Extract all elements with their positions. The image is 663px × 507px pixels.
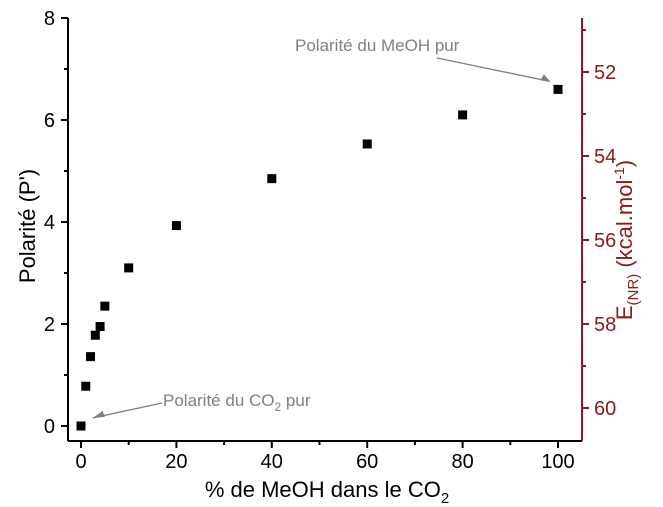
x-tick-label: 60 xyxy=(356,451,378,473)
y-tick-label: 4 xyxy=(44,212,55,234)
data-point xyxy=(362,139,372,149)
data-point xyxy=(81,381,91,391)
x-axis-label: % de MeOH dans le CO2 xyxy=(205,477,449,507)
y2-axis-label-superscript: -1 xyxy=(611,167,627,180)
x-tick-label: 100 xyxy=(541,451,574,473)
annotation-co2-main: Polarité du CO xyxy=(163,391,275,410)
x-tick-label: 40 xyxy=(261,451,283,473)
x-axis-label-main: % de MeOH dans le CO xyxy=(205,477,441,502)
annotation-co2-label: Polarité du CO2 pur xyxy=(163,391,311,414)
x-tick-label: 0 xyxy=(75,451,86,473)
y2-axis-label-main: E xyxy=(612,305,637,320)
y2-axis-label-close: ) xyxy=(612,160,637,167)
data-point xyxy=(86,352,96,362)
y2-tick-label: 56 xyxy=(594,230,616,252)
axes-group xyxy=(67,18,583,442)
data-point xyxy=(553,84,563,94)
y-tick-label: 2 xyxy=(44,314,55,336)
data-point xyxy=(171,221,181,231)
data-point xyxy=(76,421,86,431)
annotation-co2-tail: pur xyxy=(281,391,311,410)
data-point xyxy=(95,322,105,332)
ticks-group: 0 20 40 60 80 100 0 2 4 6 8 52 54 56 58 60 xyxy=(44,8,616,473)
y2-axis-label: E(NR) (kcal.mol-1) xyxy=(611,160,642,320)
data-point xyxy=(124,263,134,273)
data-point xyxy=(267,174,277,184)
annotation-co2-arrow xyxy=(92,402,163,419)
annotation-co2-arrowhead xyxy=(92,410,105,418)
y2-tick-label: 58 xyxy=(594,314,616,336)
y2-axis-label-unit: (kcal.mol xyxy=(612,180,637,274)
data-point xyxy=(100,301,110,311)
y-tick-label: 6 xyxy=(44,110,55,132)
annotation-co2-subscript: 2 xyxy=(275,400,282,414)
x-tick-label: 80 xyxy=(451,451,473,473)
data-point xyxy=(90,330,100,340)
x-axis-label-subscript: 2 xyxy=(441,490,449,507)
y2-axis-label-subscript: (NR) xyxy=(625,274,642,306)
annotation-meoh-arrow xyxy=(436,57,551,83)
y-tick-label: 0 xyxy=(44,416,55,438)
data-point xyxy=(458,110,468,120)
y-axis-label: Polarité (P') xyxy=(15,169,40,283)
y2-tick-label: 60 xyxy=(594,398,616,420)
annotation-meoh-arrowhead xyxy=(540,74,550,82)
annotations-group: Polarité du MeOH pur Polarité du CO2 pur xyxy=(92,36,551,419)
annotation-meoh-label: Polarité du MeOH pur xyxy=(295,36,460,55)
y2-tick-label: 54 xyxy=(594,146,616,168)
points-group xyxy=(76,84,563,431)
x-tick-label: 20 xyxy=(165,451,187,473)
y-tick-label: 8 xyxy=(44,8,55,30)
y2-tick-label: 52 xyxy=(594,62,616,84)
